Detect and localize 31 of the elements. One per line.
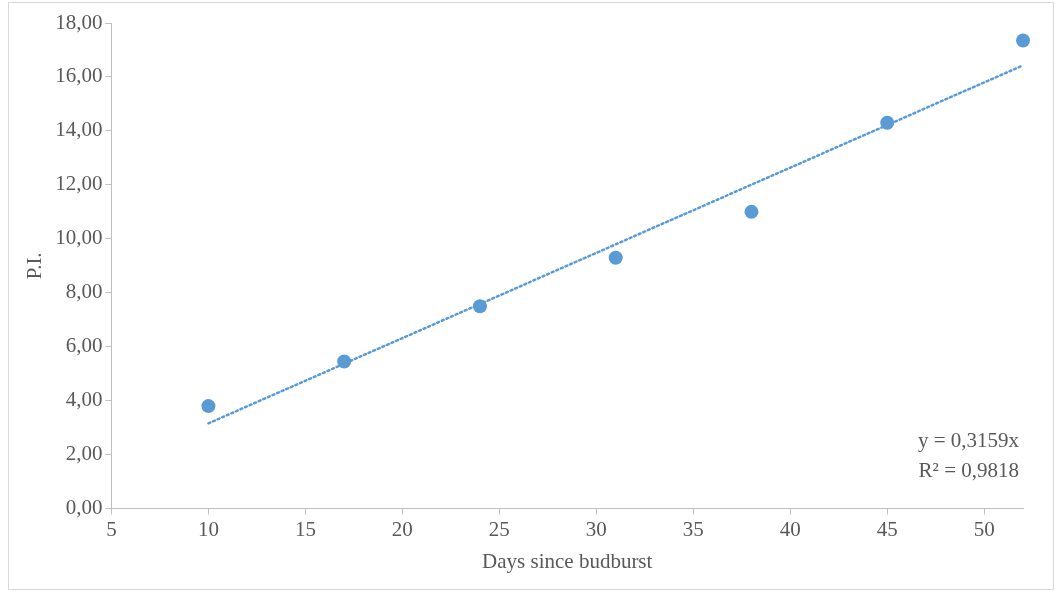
point xyxy=(337,354,352,369)
y-tick-label: 14,00 xyxy=(55,117,103,142)
y-tick-label: 18,00 xyxy=(55,9,103,34)
y-tick-label: 6,00 xyxy=(65,333,103,358)
x-tick-label: 15 xyxy=(294,516,316,541)
x-tick-label: 25 xyxy=(488,516,510,541)
x-tick-label: 30 xyxy=(585,516,607,541)
x-tick-label: 20 xyxy=(391,516,413,541)
x-axis-title: Days since budburst xyxy=(482,548,653,573)
x-tick-label: 50 xyxy=(973,516,995,541)
x-tick-label: 40 xyxy=(779,516,801,541)
annotation: y = 0,3159x xyxy=(917,427,1020,452)
y-tick-label: 10,00 xyxy=(55,225,103,250)
y-tick-label: 16,00 xyxy=(55,63,103,88)
point xyxy=(472,299,487,314)
x-tick-label: 45 xyxy=(876,516,898,541)
y-tick-label: 0,00 xyxy=(65,495,103,520)
annotation: R² = 0,9818 xyxy=(918,457,1019,482)
x-tick-label: 10 xyxy=(197,516,219,541)
point xyxy=(608,250,623,265)
x-tick-label: 35 xyxy=(682,516,704,541)
y-tick-label: 4,00 xyxy=(65,387,103,412)
point xyxy=(880,115,895,130)
point xyxy=(744,204,759,219)
x-tick-label: 5 xyxy=(106,516,117,541)
y-axis-title: P.I. xyxy=(22,252,47,280)
point xyxy=(1016,33,1030,48)
y-tick-label: 12,00 xyxy=(55,171,103,196)
point xyxy=(201,399,216,414)
y-tick-label: 8,00 xyxy=(65,279,103,304)
y-tick-label: 2,00 xyxy=(65,441,103,466)
